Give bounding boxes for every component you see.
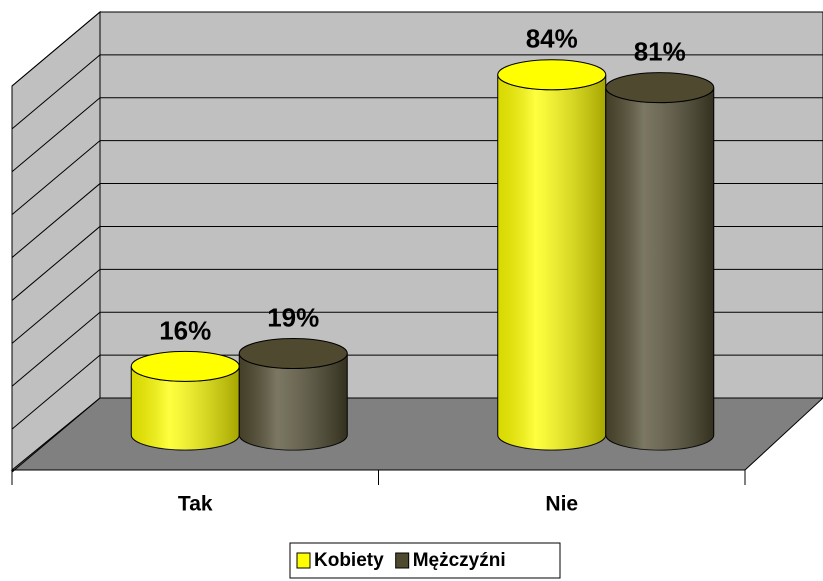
- x-tick-label: Tak: [178, 493, 213, 516]
- grid-line: [11, 354, 101, 430]
- cylinder-top: [497, 59, 607, 91]
- bars: 16% 19% 84% 81%: [130, 24, 715, 451]
- grid-line: [11, 54, 101, 130]
- legend-items: Kobiety Mężczyźni: [296, 550, 506, 571]
- cylinder-shade: [497, 74, 606, 451]
- grid-line: [11, 97, 101, 173]
- grid-line: [11, 140, 101, 216]
- value-label: 16%: [159, 315, 211, 345]
- value-label: 81%: [634, 36, 686, 66]
- value-label: 84%: [526, 24, 578, 54]
- legend: [289, 542, 561, 579]
- cylinder-shade: [605, 87, 714, 451]
- cylinder-top: [238, 338, 348, 370]
- legend-label: Mężczyźni: [413, 550, 506, 571]
- grid-line: [11, 183, 101, 258]
- legend-swatch: [395, 552, 410, 569]
- legend-label: Kobiety: [314, 550, 384, 571]
- legend-swatch: [296, 552, 311, 569]
- grid-line: [11, 268, 101, 344]
- grid-line: [11, 311, 101, 387]
- cylinder-top: [605, 72, 715, 104]
- cylinder-shade: [239, 353, 348, 451]
- cylinder-top: [130, 350, 240, 382]
- cylinder-shade: [131, 366, 240, 451]
- grid-line: [11, 397, 101, 473]
- value-label: 19%: [267, 302, 319, 332]
- grid-line: [11, 226, 101, 301]
- side-wall: [11, 10, 101, 474]
- x-tick-label: Nie: [545, 493, 578, 516]
- grid-line: [11, 11, 101, 87]
